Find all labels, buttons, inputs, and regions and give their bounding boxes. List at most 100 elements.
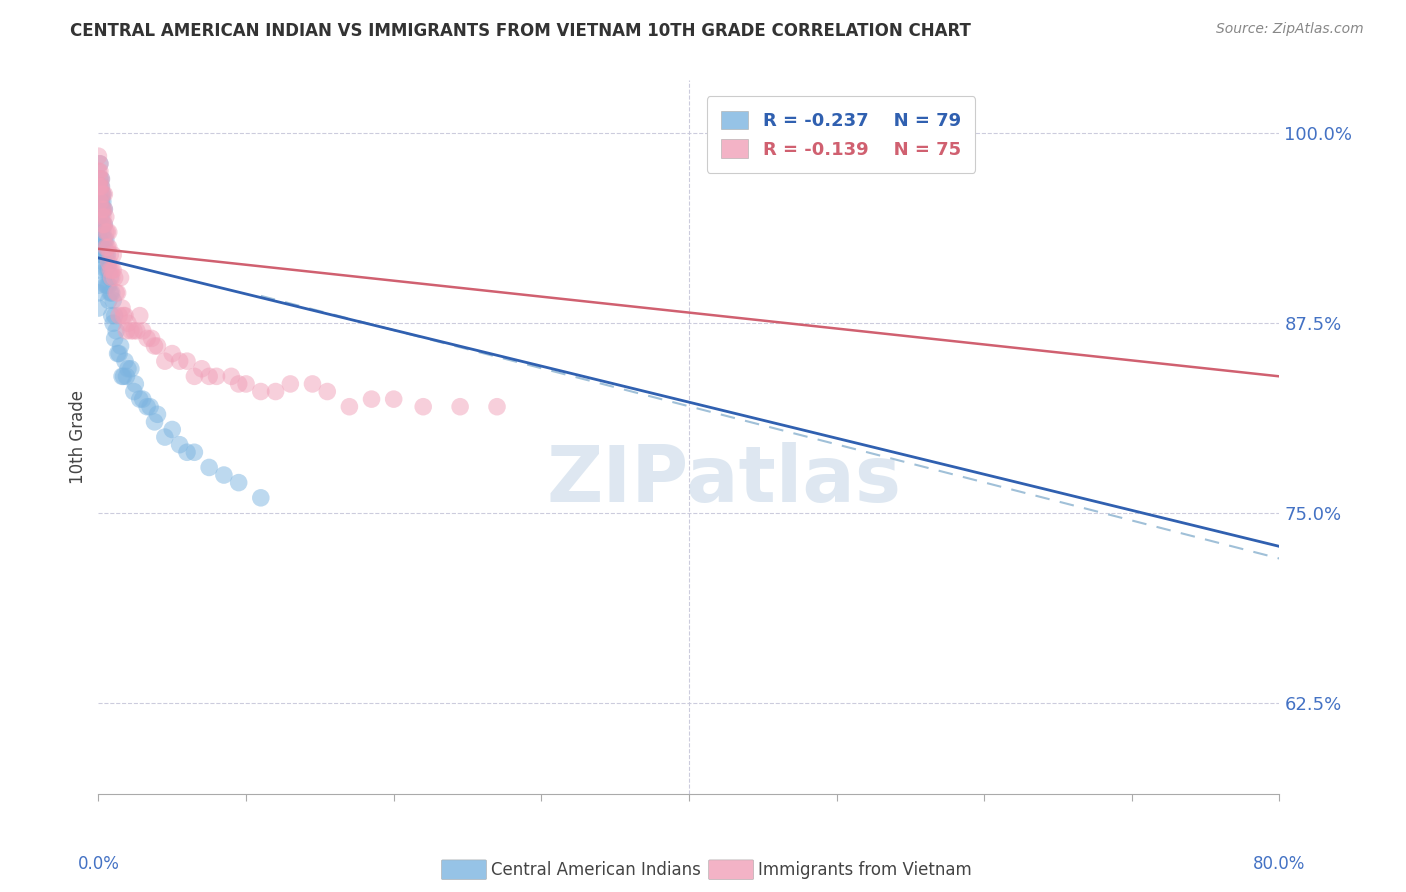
Point bbox=[89, 187, 111, 202]
Point bbox=[111, 301, 134, 315]
Point bbox=[93, 187, 115, 202]
Point bbox=[250, 491, 273, 505]
Point bbox=[90, 172, 112, 186]
Point bbox=[87, 278, 110, 293]
Point bbox=[90, 248, 112, 262]
Point bbox=[412, 400, 434, 414]
Point bbox=[128, 309, 150, 323]
Text: 0.0%: 0.0% bbox=[77, 855, 120, 872]
Point bbox=[96, 240, 118, 254]
Point bbox=[115, 369, 138, 384]
Point bbox=[89, 194, 111, 209]
Point bbox=[100, 309, 122, 323]
Point bbox=[89, 157, 111, 171]
Point bbox=[96, 278, 118, 293]
Point bbox=[125, 324, 148, 338]
Point bbox=[235, 376, 257, 391]
Point bbox=[89, 202, 111, 217]
Y-axis label: 10th Grade: 10th Grade bbox=[69, 390, 87, 484]
Point bbox=[105, 285, 128, 300]
Point bbox=[93, 218, 115, 232]
Point bbox=[120, 361, 142, 376]
Point bbox=[104, 331, 127, 345]
Point bbox=[100, 285, 122, 300]
Point bbox=[176, 445, 198, 459]
Point bbox=[132, 392, 155, 406]
Point bbox=[93, 202, 115, 217]
Point bbox=[97, 225, 120, 239]
Point bbox=[91, 187, 114, 202]
Point bbox=[90, 179, 112, 194]
Point bbox=[97, 263, 120, 277]
Point bbox=[339, 400, 360, 414]
Point bbox=[169, 354, 191, 368]
Point bbox=[91, 218, 114, 232]
Point bbox=[91, 248, 114, 262]
Point bbox=[96, 263, 118, 277]
Point bbox=[96, 248, 118, 262]
Point bbox=[111, 369, 134, 384]
Text: Immigrants from Vietnam: Immigrants from Vietnam bbox=[758, 861, 972, 879]
Point bbox=[98, 263, 121, 277]
Point bbox=[153, 354, 176, 368]
Point bbox=[250, 384, 273, 399]
Point bbox=[87, 179, 110, 194]
Point bbox=[93, 202, 115, 217]
Point bbox=[94, 248, 117, 262]
Point bbox=[100, 263, 122, 277]
Point bbox=[228, 376, 250, 391]
Point bbox=[87, 164, 110, 178]
Point bbox=[87, 301, 110, 315]
Point bbox=[93, 255, 115, 269]
Point bbox=[94, 225, 117, 239]
Point bbox=[169, 438, 191, 452]
Point bbox=[91, 202, 114, 217]
Point bbox=[94, 233, 117, 247]
Point bbox=[228, 475, 250, 490]
Point bbox=[205, 369, 228, 384]
Point bbox=[120, 324, 142, 338]
Point bbox=[90, 187, 112, 202]
Point bbox=[93, 240, 115, 254]
Point bbox=[108, 346, 131, 360]
Point bbox=[115, 324, 138, 338]
Point bbox=[264, 384, 287, 399]
Point bbox=[91, 202, 114, 217]
Point bbox=[91, 218, 114, 232]
Point bbox=[382, 392, 405, 406]
Point bbox=[97, 278, 120, 293]
Point bbox=[98, 285, 121, 300]
Point bbox=[87, 285, 110, 300]
Point bbox=[89, 179, 111, 194]
Point bbox=[176, 354, 198, 368]
Text: Source: ZipAtlas.com: Source: ZipAtlas.com bbox=[1216, 22, 1364, 37]
Point bbox=[141, 331, 163, 345]
Point bbox=[103, 316, 125, 330]
Point bbox=[104, 270, 127, 285]
Point bbox=[117, 316, 139, 330]
Point bbox=[143, 339, 166, 353]
Point bbox=[94, 210, 117, 224]
Point bbox=[103, 293, 125, 308]
Point bbox=[162, 422, 183, 436]
Point bbox=[94, 263, 117, 277]
Point bbox=[91, 240, 114, 254]
Point bbox=[122, 324, 145, 338]
Point bbox=[90, 225, 112, 239]
Point bbox=[107, 285, 129, 300]
Point bbox=[143, 415, 166, 429]
Point bbox=[112, 309, 135, 323]
Point bbox=[93, 218, 115, 232]
Point bbox=[136, 400, 159, 414]
Point bbox=[124, 376, 146, 391]
Point bbox=[90, 202, 112, 217]
Point bbox=[91, 225, 114, 239]
Point bbox=[97, 240, 120, 254]
Point bbox=[97, 255, 120, 269]
Point bbox=[139, 400, 162, 414]
Text: Central American Indians: Central American Indians bbox=[491, 861, 700, 879]
Point bbox=[90, 179, 112, 194]
Point bbox=[153, 430, 176, 444]
Point bbox=[100, 270, 122, 285]
Point bbox=[110, 270, 132, 285]
